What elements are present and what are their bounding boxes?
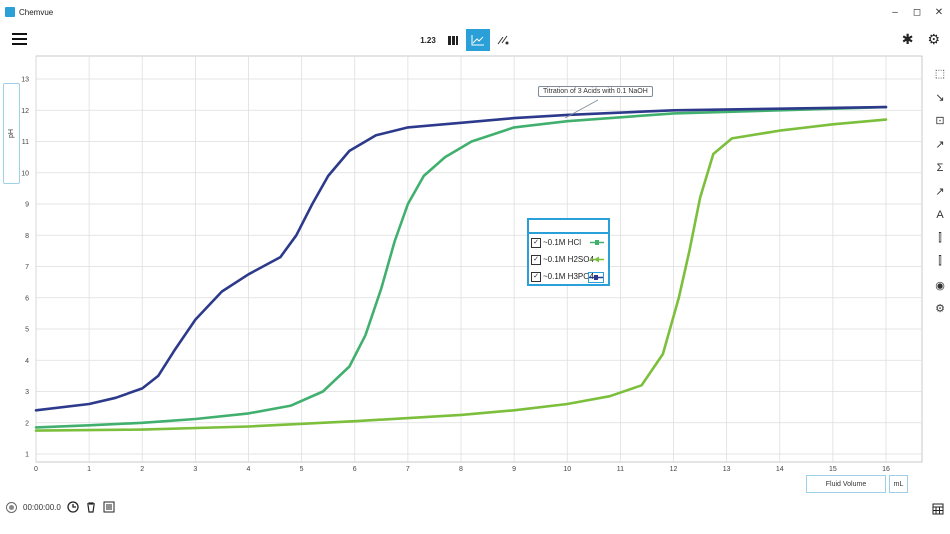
legend-swatch-hcl — [590, 240, 604, 245]
y-tick-label: 13 — [21, 77, 29, 84]
x-tick-label: 5 — [300, 466, 304, 473]
view-toolbar: 1.23 — [416, 29, 516, 51]
y-tick-label: 9 — [25, 202, 29, 209]
maximize-button[interactable]: ◻ — [912, 6, 922, 18]
x-tick-label: 16 — [882, 466, 890, 473]
y-tick-label: 3 — [25, 389, 29, 396]
settings-icon[interactable]: ⚙ — [927, 31, 940, 47]
x-tick-label: 14 — [776, 466, 784, 473]
y-tick-label: 10 — [21, 170, 29, 177]
trash-icon[interactable] — [85, 501, 97, 513]
x-tick-label: 6 — [353, 466, 357, 473]
y-axis-label-box[interactable]: pH — [3, 83, 20, 184]
x-tick-label: 1 — [87, 466, 91, 473]
annotation-pointer — [564, 99, 599, 119]
annotation-tool-icon[interactable]: A — [936, 208, 944, 221]
y-tick-label: 7 — [25, 264, 29, 271]
y-tick-label: 1 — [25, 452, 29, 459]
legend-item-h3po4[interactable]: ✓ ~0.1M H3PO4 — [529, 268, 608, 285]
statistics-tool-icon[interactable]: Σ — [936, 161, 944, 174]
data-list-icon[interactable] — [103, 501, 115, 513]
autoscale-tool-icon[interactable]: ⬚ — [934, 68, 946, 81]
sensor-icon — [497, 35, 509, 45]
graph-tools-sidebar: ⬚ ↘ ⊡ ↗ Σ ↗ A ⫿ ⫿ ◉ ⚙ — [931, 62, 949, 321]
top-right-controls: ✱ ⚙ — [902, 31, 940, 48]
bluetooth-icon[interactable]: ✱ — [901, 31, 914, 47]
x-tick-label: 4 — [247, 466, 251, 473]
calculator-icon[interactable] — [932, 503, 944, 515]
legend-label: ~0.1M H2SO4 — [543, 255, 594, 264]
y-tick-label: 6 — [25, 295, 29, 302]
legend-checkbox[interactable]: ✓ — [531, 254, 541, 265]
graph-view-button[interactable] — [466, 29, 490, 51]
y-tick-label: 12 — [21, 108, 29, 115]
series-line-1 — [34, 118, 888, 432]
record-button[interactable] — [6, 501, 17, 513]
x-tick-label: 2 — [140, 466, 144, 473]
zoom-tool-icon[interactable]: ⊡ — [935, 115, 945, 128]
legend-checkbox[interactable]: ✓ — [531, 271, 541, 282]
legend-item-h2so4[interactable]: ✓ ~0.1M H2SO4 — [529, 251, 608, 268]
x-tick-label: 8 — [459, 466, 463, 473]
legend-header — [529, 220, 608, 234]
title-bar: Chemvue — [0, 0, 950, 24]
x-axis-label-box[interactable]: Fluid Volume — [806, 475, 886, 493]
meter-icon — [448, 36, 458, 45]
y-tick-label: 2 — [25, 420, 29, 427]
legend-label: ~0.1M H3PO4 — [543, 272, 594, 281]
x-tick-label: 11 — [617, 466, 624, 473]
x-tick-label: 0 — [34, 466, 38, 473]
x-tick-label: 12 — [670, 466, 678, 473]
table-view-button[interactable]: 1.23 — [420, 35, 436, 45]
x-axis-label: Fluid Volume — [825, 480, 867, 488]
curve-fit-tool-icon[interactable]: ↗ — [935, 185, 945, 198]
legend-item-hcl[interactable]: ✓ ~0.1M HCl — [529, 234, 608, 251]
x-tick-label: 13 — [723, 466, 731, 473]
x-tick-label: 7 — [406, 466, 410, 473]
legend-swatch-h2so4 — [590, 256, 604, 263]
plot-area-border — [35, 55, 923, 463]
x-tick-label: 10 — [563, 466, 571, 473]
y-tick-label: 8 — [25, 233, 29, 240]
bottom-bar: 00:00:00.0 — [6, 501, 115, 513]
select-region-tool-icon[interactable]: ↘ — [935, 91, 945, 104]
legend-checkbox[interactable]: ✓ — [531, 237, 541, 248]
series-line-0 — [34, 105, 888, 429]
graph-settings-icon[interactable]: ⚙ — [935, 303, 945, 316]
add-axis-tool-icon[interactable]: ⫿ — [938, 231, 942, 244]
graph-icon — [471, 35, 484, 46]
app-title: Chemvue — [19, 7, 54, 17]
remove-axis-tool-icon[interactable]: ⫿ — [938, 255, 942, 268]
x-tick-label: 3 — [193, 466, 197, 473]
legend-swatch-h3po4 — [588, 272, 604, 283]
minimize-button[interactable]: – — [892, 6, 898, 18]
snapshot-tool-icon[interactable]: ◉ — [935, 279, 945, 292]
window-controls: – ◻ ✕ — [884, 0, 950, 24]
meter-view-button[interactable] — [441, 29, 465, 51]
y-tick-label: 4 — [25, 358, 29, 365]
hamburger-menu-icon[interactable] — [12, 33, 27, 48]
x-axis-unit: mL — [893, 480, 904, 488]
legend-label: ~0.1M HCl — [543, 238, 582, 247]
timer-icon[interactable] — [67, 501, 79, 513]
x-tick-label: 15 — [829, 466, 837, 473]
elapsed-timer: 00:00:00.0 — [23, 502, 61, 512]
y-tick-label: 5 — [25, 327, 29, 334]
tangent-tool-icon[interactable]: ↗ — [935, 138, 945, 151]
y-tick-label: 11 — [22, 139, 29, 146]
legend[interactable]: ✓ ~0.1M HCl ✓ ~0.1M H2SO4 ✓ ~0.1M H3PO4 — [527, 218, 610, 286]
x-tick-label: 9 — [512, 466, 516, 473]
chart-annotation[interactable]: Titration of 3 Acids with 0.1 NaOH — [538, 86, 653, 97]
x-axis-unit-box[interactable]: mL — [889, 475, 908, 493]
app-logo-icon — [5, 7, 15, 17]
close-button[interactable]: ✕ — [934, 6, 944, 18]
series-line-2 — [34, 105, 888, 412]
sensor-view-button[interactable] — [491, 29, 515, 51]
